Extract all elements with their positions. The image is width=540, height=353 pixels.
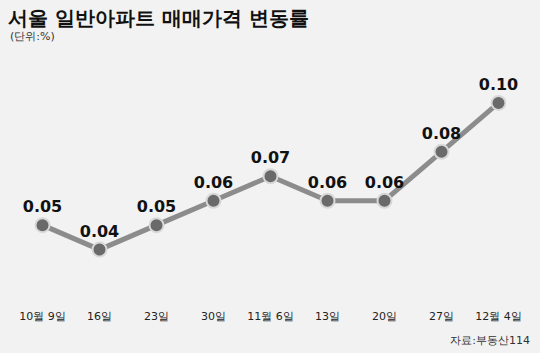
svg-text:13일: 13일 [315, 310, 340, 323]
html-text:자료:부동산114: 자료:부동산114 [450, 334, 530, 347]
svg-text:0.05: 0.05 [137, 197, 176, 216]
svg-text:11월 6일: 11월 6일 [247, 310, 294, 323]
svg-text:0.07: 0.07 [251, 148, 290, 167]
svg-text:10월 9일: 10월 9일 [19, 310, 66, 323]
html-text:(단위:%): (단위:%) [10, 30, 55, 43]
svg-text:16일: 16일 [87, 310, 112, 323]
svg-text:0.06: 0.06 [308, 173, 347, 192]
svg-text:0.10: 0.10 [479, 75, 518, 94]
svg-text:30일: 30일 [201, 310, 226, 323]
svg-text:0.06: 0.06 [194, 173, 233, 192]
svg-text:0.04: 0.04 [80, 222, 119, 241]
svg-text:0.05: 0.05 [23, 197, 62, 216]
svg-text:20일: 20일 [372, 310, 397, 323]
svg-text:0.06: 0.06 [365, 173, 404, 192]
svg-text:0.08: 0.08 [422, 124, 461, 143]
html-text:서울 일반아파트 매매가격 변동률: 서울 일반아파트 매매가격 변동률 [8, 6, 309, 30]
svg-text:23일: 23일 [144, 310, 169, 323]
svg-text:27일: 27일 [429, 310, 454, 323]
svg-text:12월 4일: 12월 4일 [475, 310, 522, 323]
